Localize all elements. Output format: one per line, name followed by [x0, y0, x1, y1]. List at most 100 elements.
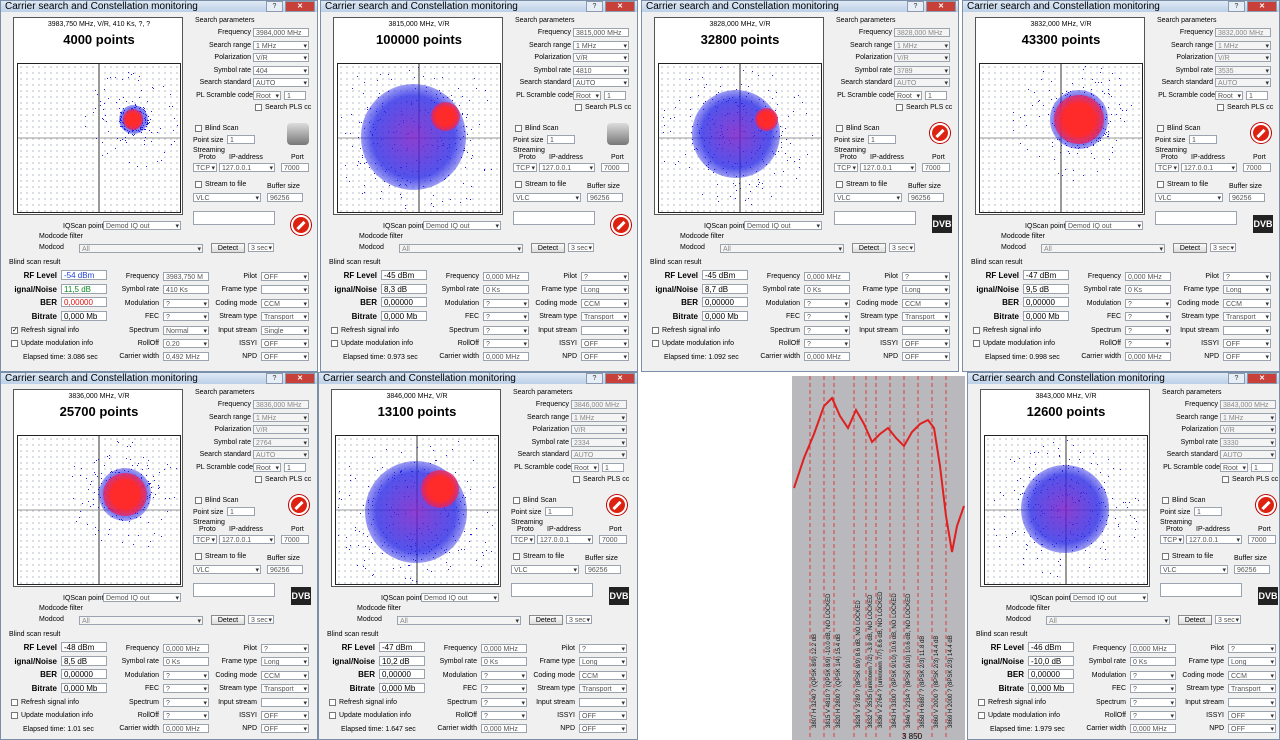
symbol-rate-field[interactable]: 404: [253, 65, 309, 75]
result-rolloff-value[interactable]: ?: [804, 339, 850, 348]
symbol-rate-field[interactable]: 3789: [894, 65, 950, 75]
point-size-field[interactable]: 1: [1194, 507, 1222, 516]
frequency-field[interactable]: 3815,000 MHz: [573, 28, 629, 37]
pl-scramble-value-field[interactable]: 1: [284, 91, 306, 100]
search-range-field[interactable]: 1 MHz: [253, 412, 309, 422]
result-coding-mode-select[interactable]: CCM: [579, 670, 627, 680]
result-input-stream-select[interactable]: [581, 325, 629, 335]
result-spectrum-value[interactable]: Normal: [163, 325, 209, 335]
point-size-field[interactable]: 1: [1189, 135, 1217, 144]
update-modulation-info-checkbox[interactable]: [652, 340, 659, 347]
point-size-field[interactable]: 1: [545, 507, 573, 516]
player-select[interactable]: VLC: [513, 193, 581, 202]
search-range-field[interactable]: 1 MHz: [253, 40, 309, 50]
help-button[interactable]: ?: [586, 373, 603, 384]
point-size-field[interactable]: 1: [547, 135, 575, 144]
point-size-field[interactable]: 1: [868, 135, 896, 144]
iqscan-point-select[interactable]: Demod IQ out: [744, 221, 822, 230]
pl-scramble-mode-select[interactable]: Root: [253, 463, 281, 472]
search-standard-select[interactable]: AUTO: [894, 78, 950, 88]
modcod-select[interactable]: All: [397, 616, 521, 625]
result-spectrum-value[interactable]: ?: [483, 325, 529, 335]
detect-button[interactable]: Detect: [529, 615, 563, 625]
frequency-field[interactable]: 3984,000 MHz: [253, 28, 309, 37]
search-pls-checkbox[interactable]: [575, 104, 582, 111]
pl-scramble-mode-select[interactable]: Root: [573, 91, 601, 100]
detect-button[interactable]: Detect: [211, 615, 245, 625]
refresh-signal-info-checkbox[interactable]: [978, 699, 985, 706]
search-range-field[interactable]: 1 MHz: [573, 40, 629, 50]
player-select[interactable]: VLC: [834, 193, 902, 202]
blind-scan-checkbox[interactable]: [195, 497, 202, 504]
interval-select[interactable]: 3 sec: [566, 615, 592, 624]
result-modulation-value[interactable]: ?: [163, 670, 209, 680]
iqscan-point-select[interactable]: Demod IQ out: [103, 221, 181, 230]
blind-scan-checkbox[interactable]: [195, 125, 202, 132]
port-field[interactable]: 7000: [599, 535, 627, 544]
result-npd-select[interactable]: OFF: [261, 352, 309, 362]
result-npd-select[interactable]: OFF: [581, 352, 629, 362]
result-issyi-select[interactable]: OFF: [261, 711, 309, 720]
symbol-rate-field[interactable]: 2764: [253, 437, 309, 447]
result-modulation-value[interactable]: ?: [1130, 670, 1176, 680]
stop-icon[interactable]: [607, 495, 627, 515]
result-coding-mode-select[interactable]: CCM: [902, 298, 950, 308]
result-stream-type-select[interactable]: Transport: [581, 312, 629, 322]
proto-select[interactable]: TCP: [1160, 535, 1184, 544]
stop-icon[interactable]: [930, 123, 950, 143]
buffer-size-field[interactable]: 96256: [908, 193, 944, 202]
help-button[interactable]: ?: [907, 1, 924, 12]
search-standard-select[interactable]: AUTO: [253, 450, 309, 460]
result-fec-value[interactable]: ?: [804, 312, 850, 322]
port-field[interactable]: 7000: [1248, 535, 1276, 544]
player-select[interactable]: VLC: [1160, 565, 1228, 574]
result-pilot-select[interactable]: ?: [1223, 272, 1271, 281]
stop-icon[interactable]: [1251, 123, 1271, 143]
stream-to-file-checkbox[interactable]: [515, 181, 522, 188]
result-npd-select[interactable]: OFF: [261, 724, 309, 734]
symbol-rate-field[interactable]: 3535: [1215, 65, 1271, 75]
search-standard-select[interactable]: AUTO: [573, 78, 629, 88]
interval-select[interactable]: 3 sec: [248, 243, 274, 252]
symbol-rate-field[interactable]: 3330: [1220, 437, 1276, 447]
detect-button[interactable]: Detect: [211, 243, 245, 253]
search-range-field[interactable]: 1 MHz: [571, 412, 627, 422]
result-coding-mode-select[interactable]: CCM: [1223, 298, 1271, 308]
ip-address-field[interactable]: 127.0.0.1: [219, 163, 275, 172]
result-spectrum-value[interactable]: ?: [163, 697, 209, 707]
result-pilot-select[interactable]: ?: [1228, 644, 1276, 653]
search-pls-checkbox[interactable]: [573, 476, 580, 483]
pl-scramble-mode-select[interactable]: Root: [571, 463, 599, 472]
modcod-select[interactable]: All: [79, 244, 203, 253]
iqscan-point-select[interactable]: Demod IQ out: [1070, 593, 1148, 602]
modcod-select[interactable]: All: [1046, 616, 1170, 625]
help-button[interactable]: ?: [586, 1, 603, 12]
refresh-signal-info-checkbox[interactable]: ✓: [11, 327, 18, 334]
update-modulation-info-checkbox[interactable]: [329, 712, 336, 719]
frequency-field[interactable]: 3846,000 MHz: [571, 400, 627, 409]
modcod-select[interactable]: All: [1041, 244, 1165, 253]
result-coding-mode-select[interactable]: CCM: [1228, 670, 1276, 680]
iqscan-point-select[interactable]: Demod IQ out: [103, 593, 181, 602]
result-npd-select[interactable]: OFF: [1223, 352, 1271, 362]
search-pls-checkbox[interactable]: [255, 476, 262, 483]
buffer-size-field[interactable]: 96256: [1229, 193, 1265, 202]
result-spectrum-value[interactable]: ?: [481, 697, 527, 707]
search-standard-select[interactable]: AUTO: [1215, 78, 1271, 88]
stop-icon[interactable]: [1256, 495, 1276, 515]
result-fec-value[interactable]: ?: [1130, 684, 1176, 694]
pl-scramble-mode-select[interactable]: Root: [1220, 463, 1248, 472]
pl-scramble-value-field[interactable]: 1: [602, 463, 624, 472]
result-fec-value[interactable]: ?: [163, 312, 209, 322]
pl-scramble-mode-select[interactable]: Root: [1215, 91, 1243, 100]
close-button[interactable]: ✕: [1247, 373, 1277, 384]
player-select[interactable]: VLC: [193, 193, 261, 202]
result-rolloff-value[interactable]: ?: [481, 711, 527, 720]
port-field[interactable]: 7000: [281, 535, 309, 544]
result-issyi-select[interactable]: OFF: [581, 339, 629, 348]
ip-address-field[interactable]: 127.0.0.1: [1186, 535, 1242, 544]
polarization-select[interactable]: V/R: [1215, 53, 1271, 63]
stream-to-file-checkbox[interactable]: [836, 181, 843, 188]
stream-to-file-checkbox[interactable]: [1157, 181, 1164, 188]
refresh-signal-info-checkbox[interactable]: [329, 699, 336, 706]
